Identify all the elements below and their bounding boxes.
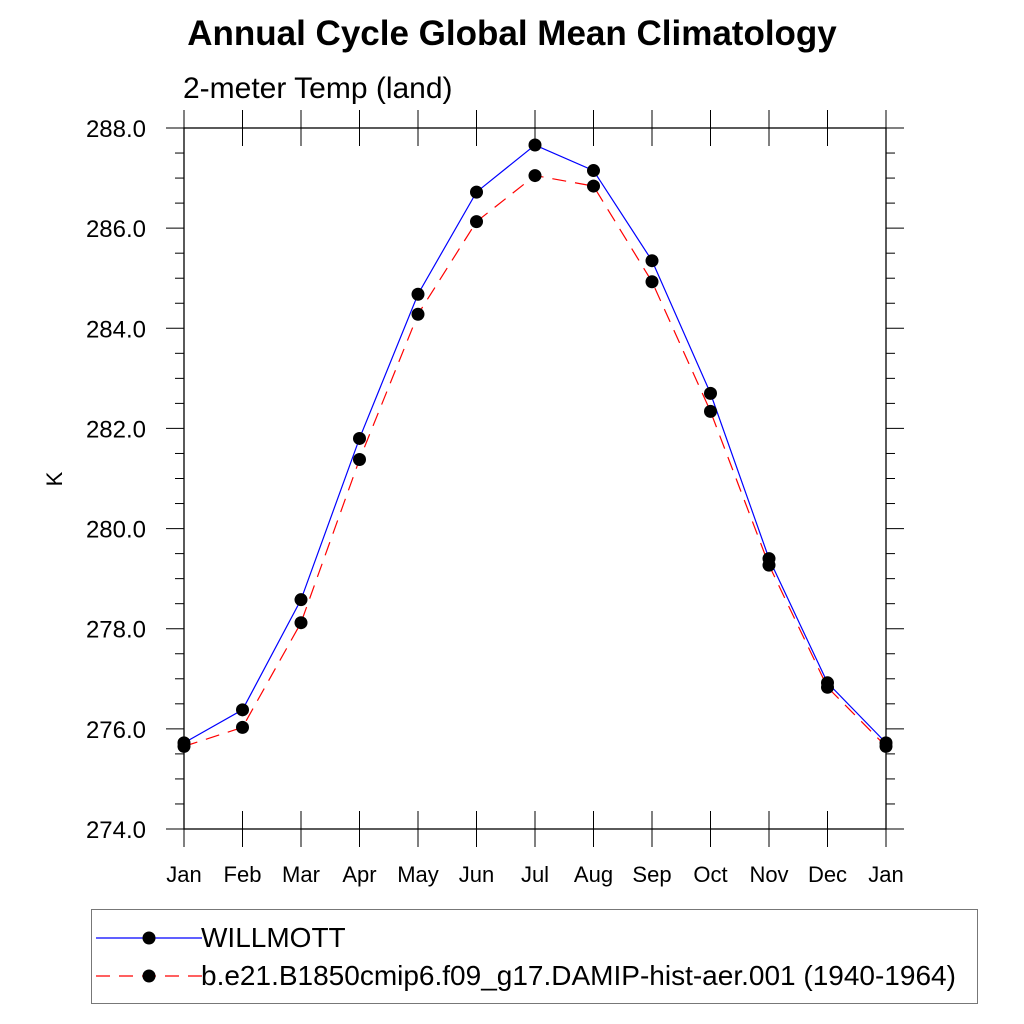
x-tick-label: Dec bbox=[808, 862, 847, 887]
chart-subtitle: 2-meter Temp (land) bbox=[183, 72, 453, 105]
x-tick-label: Sep bbox=[632, 862, 671, 887]
data-point-series-1 bbox=[645, 275, 659, 289]
x-tick-label: Jan bbox=[868, 862, 903, 887]
x-tick-label: Aug bbox=[574, 862, 613, 887]
y-tick-label: 278.0 bbox=[86, 617, 146, 644]
data-point-series-0 bbox=[587, 164, 600, 178]
data-point-series-0 bbox=[294, 593, 308, 607]
data-point-series-0 bbox=[645, 254, 659, 268]
y-tick-label: 282.0 bbox=[86, 416, 146, 443]
x-tick-label: Nov bbox=[749, 862, 788, 887]
data-point-series-0 bbox=[704, 386, 717, 400]
series-line-0 bbox=[183, 144, 887, 744]
x-tick-label: Apr bbox=[342, 862, 376, 887]
data-point-series-0 bbox=[528, 138, 542, 152]
data-point-series-1 bbox=[177, 739, 191, 753]
data-point-series-1 bbox=[821, 680, 834, 694]
data-point-series-1 bbox=[353, 452, 366, 466]
data-point-series-1 bbox=[236, 720, 249, 734]
legend: WILLMOTT b.e21.B1850cmip6.f09_g17.DAMIP-… bbox=[91, 909, 978, 1004]
x-tick-label: Jan bbox=[166, 862, 201, 887]
y-tick-label: 286.0 bbox=[86, 216, 146, 243]
x-tick-label: May bbox=[397, 862, 439, 887]
y-tick-label: 274.0 bbox=[86, 817, 146, 844]
data-point-series-1 bbox=[762, 558, 776, 572]
legend-label-model: b.e21.B1850cmip6.f09_g17.DAMIP-hist-aer.… bbox=[201, 960, 956, 991]
y-tick-label: 280.0 bbox=[86, 517, 146, 544]
data-point-series-1 bbox=[528, 169, 542, 183]
legend-label-willmott: WILLMOTT bbox=[201, 922, 346, 953]
y-tick-label: 288.0 bbox=[86, 116, 146, 143]
x-tick-label: Mar bbox=[282, 862, 320, 887]
data-point-series-0 bbox=[470, 185, 483, 199]
plot-frame bbox=[183, 127, 887, 830]
data-point-series-1 bbox=[704, 404, 717, 418]
data-point-series-0 bbox=[236, 703, 249, 717]
x-tick-label: Oct bbox=[693, 862, 727, 887]
legend-item-willmott: WILLMOTT bbox=[92, 920, 977, 956]
data-point-series-1 bbox=[294, 616, 308, 630]
chart-title: Annual Cycle Global Mean Climatology bbox=[187, 14, 837, 53]
legend-item-model: b.e21.B1850cmip6.f09_g17.DAMIP-hist-aer.… bbox=[92, 958, 977, 994]
x-tick-label: Feb bbox=[224, 862, 262, 887]
y-tick-label: 284.0 bbox=[86, 316, 146, 343]
data-point-series-1 bbox=[470, 215, 483, 229]
data-point-series-1 bbox=[587, 179, 600, 193]
legend-swatch-willmott bbox=[96, 931, 202, 945]
legend-swatch-model bbox=[96, 969, 202, 983]
data-point-series-0 bbox=[353, 431, 366, 445]
x-tick-label: Jun bbox=[459, 862, 494, 887]
x-tick-label: Jul bbox=[521, 862, 549, 887]
y-axis-label: K bbox=[42, 471, 67, 486]
series-line-1 bbox=[183, 174, 887, 747]
data-point-series-0 bbox=[411, 287, 425, 301]
data-point-series-1 bbox=[411, 307, 425, 321]
y-tick-label: 276.0 bbox=[86, 717, 146, 744]
data-point-series-1 bbox=[879, 739, 893, 753]
